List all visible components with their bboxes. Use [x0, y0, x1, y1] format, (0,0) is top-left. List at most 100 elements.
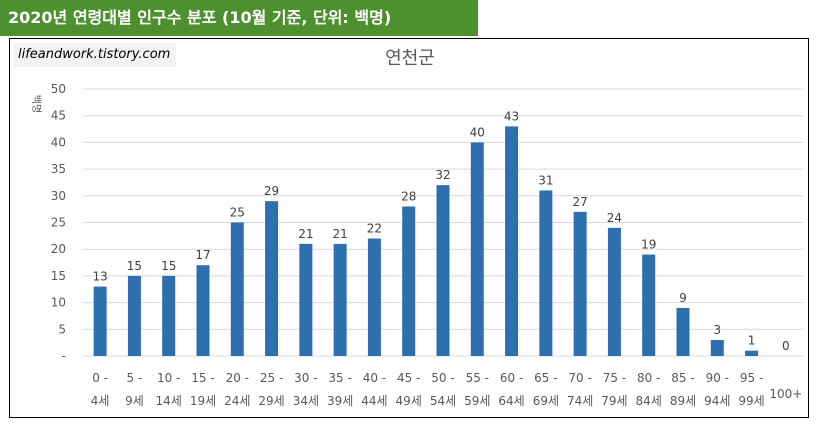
data-label: 3: [713, 323, 721, 337]
bar: [573, 211, 587, 356]
bar: [162, 275, 176, 356]
bar: [676, 307, 690, 356]
data-label: 13: [93, 270, 108, 284]
x-category-label: 69세: [533, 394, 559, 408]
bar: [710, 339, 724, 356]
watermark: lifeandwork.tistory.com: [14, 43, 176, 67]
data-label: 22: [367, 222, 382, 236]
x-category-label: 49세: [396, 394, 422, 408]
x-category-label: 10 -: [157, 371, 180, 385]
x-category-label: 29세: [258, 394, 284, 408]
x-category-label: 100+: [769, 387, 802, 401]
bar: [470, 142, 484, 356]
bar: [127, 275, 141, 356]
data-label: 15: [161, 259, 176, 273]
x-category-label: 4세: [91, 394, 110, 408]
bar: [299, 243, 313, 356]
x-category-label: 39세: [327, 394, 353, 408]
page-title: 2020년 연령대별 인구수 분포 (10월 기준, 단위: 백명): [0, 0, 478, 36]
x-category-label: 85 -: [671, 371, 694, 385]
x-category-label: 95 -: [740, 371, 763, 385]
x-category-label: 80 -: [637, 371, 660, 385]
x-category-label: 0 -: [92, 371, 108, 385]
bar: [367, 238, 381, 356]
bar: [642, 254, 656, 356]
bar: [436, 185, 450, 356]
data-label: 21: [298, 227, 313, 241]
x-category-label: 99세: [738, 394, 764, 408]
y-tick-label: 10: [51, 296, 66, 310]
y-tick-label: 40: [51, 135, 66, 149]
x-category-label: 89세: [670, 394, 696, 408]
x-category-label: 30 -: [294, 371, 317, 385]
x-category-label: 79세: [601, 394, 627, 408]
y-tick-label: 45: [51, 109, 66, 123]
data-label: 43: [504, 109, 519, 123]
y-tick-label: 35: [51, 162, 66, 176]
data-label: 32: [435, 168, 450, 182]
bars: [93, 126, 759, 356]
data-label: 25: [230, 206, 245, 220]
x-category-label: 94세: [704, 394, 730, 408]
data-label: 28: [401, 189, 416, 203]
bar: [265, 201, 279, 356]
y-axis-ticks: - 5 10 15 20 25 30 35 40 45 50: [51, 82, 66, 363]
x-category-label: 20 -: [226, 371, 249, 385]
data-label: 1: [748, 334, 756, 348]
x-category-label: 5 -: [127, 371, 143, 385]
data-label: 0: [782, 339, 790, 353]
data-label: 31: [538, 173, 553, 187]
x-category-label: 35 -: [328, 371, 351, 385]
y-axis-unit-label: 백명: [30, 95, 42, 113]
x-category-label: 84세: [636, 394, 662, 408]
data-label: 17: [195, 248, 210, 262]
x-category-label: 74세: [567, 394, 593, 408]
x-category-label: 50 -: [431, 371, 454, 385]
data-label: 15: [127, 259, 142, 273]
data-label: 29: [264, 184, 279, 198]
data-label: 24: [607, 211, 622, 225]
bar: [230, 222, 244, 356]
x-category-label: 24세: [224, 394, 250, 408]
x-category-label: 34세: [293, 394, 319, 408]
x-category-label: 75 -: [603, 371, 626, 385]
bar: [607, 227, 621, 356]
x-category-label: 19세: [190, 394, 216, 408]
bar: [402, 206, 416, 356]
y-tick-label: 25: [51, 216, 66, 230]
x-axis-categories: 0 - 4세 5 - 9세 10 - 14세 15 - 19세 20 - 24세 25 - 29세 30…: [91, 371, 803, 408]
y-tick-label: 20: [51, 242, 66, 256]
x-category-label: 90 -: [706, 371, 729, 385]
y-tick-label: 30: [51, 189, 66, 203]
y-tick-label: 15: [51, 269, 66, 283]
y-tick-label: 5: [58, 322, 66, 336]
bar: [505, 126, 519, 356]
x-category-label: 70 -: [568, 371, 591, 385]
x-category-label: 55 -: [466, 371, 489, 385]
x-category-label: 40 -: [363, 371, 386, 385]
data-label: 21: [333, 227, 348, 241]
bar: [93, 286, 107, 356]
chart-title: 연천군: [385, 48, 435, 69]
bar: [745, 350, 759, 356]
x-category-label: 14세: [156, 394, 182, 408]
x-category-label: 9세: [125, 394, 144, 408]
y-tick-label: -: [62, 349, 66, 363]
x-category-label: 44세: [361, 394, 387, 408]
x-category-label: 15 -: [191, 371, 214, 385]
x-category-label: 59세: [464, 394, 490, 408]
data-label: 19: [641, 238, 656, 252]
bar: [539, 190, 553, 356]
x-category-label: 65 -: [534, 371, 557, 385]
x-category-label: 25 -: [260, 371, 283, 385]
bar: [196, 265, 210, 356]
x-category-label: 60 -: [500, 371, 523, 385]
x-category-label: 54세: [430, 394, 456, 408]
x-category-label: 64세: [498, 394, 524, 408]
bar: [333, 243, 347, 356]
x-category-label: 45 -: [397, 371, 420, 385]
data-label: 27: [573, 195, 588, 209]
data-label: 40: [470, 125, 485, 139]
